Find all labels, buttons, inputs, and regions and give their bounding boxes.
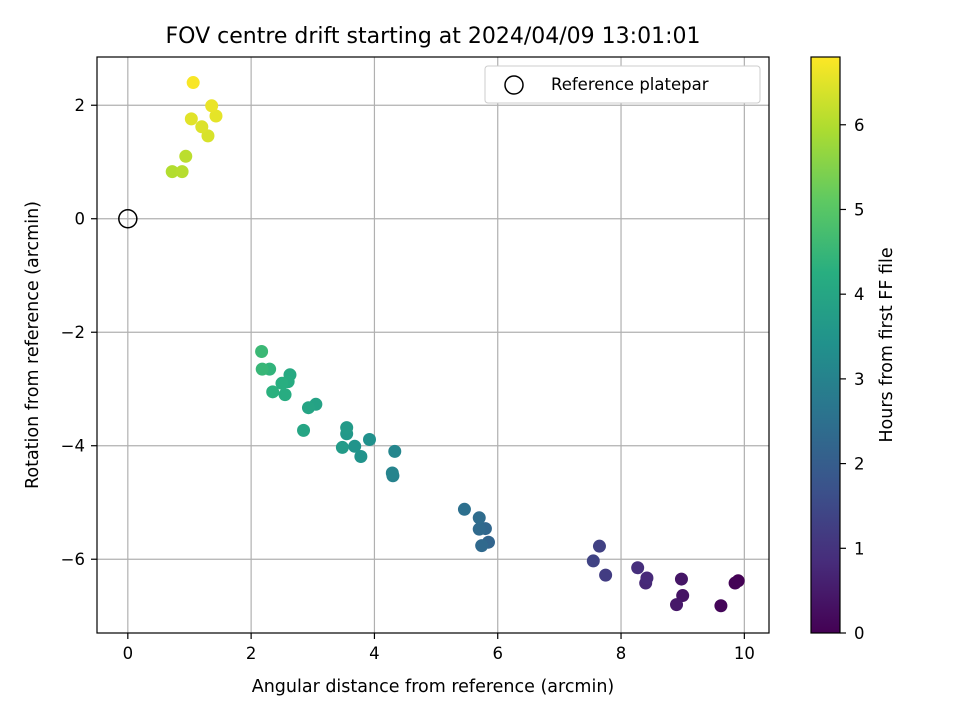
data-point [362, 432, 376, 446]
colorbar-tick-label: 6 [854, 116, 865, 135]
x-tick-label: 6 [492, 644, 503, 663]
colorbar-tick-label: 1 [854, 539, 865, 558]
data-point [175, 165, 189, 179]
y-tick-label: −4 [61, 437, 85, 456]
data-point [592, 539, 606, 553]
data-point [297, 423, 311, 437]
data-point [457, 502, 471, 516]
colorbar-tick-label: 3 [854, 370, 865, 389]
data-point [275, 376, 289, 390]
data-point [184, 112, 198, 126]
colorbar: 0 1 2 3 4 5 6 Hours from first FF file [810, 56, 897, 643]
plot-frame [96, 56, 770, 634]
data-point [179, 149, 193, 163]
data-point [354, 450, 368, 464]
x-tick-label: 4 [369, 644, 380, 663]
legend-marker [504, 75, 524, 95]
colorbar-gradient [811, 57, 840, 633]
data-point [201, 129, 215, 143]
data-point [640, 571, 654, 585]
data-point [599, 568, 613, 582]
x-tick-label: 10 [734, 644, 755, 663]
data-point [335, 440, 349, 454]
legend-box [484, 65, 761, 104]
data-point [348, 439, 362, 453]
data-point [205, 99, 219, 113]
colorbar-tick-label: 5 [854, 200, 865, 219]
data-point [255, 362, 269, 376]
data-point [472, 511, 486, 525]
y-tick-label: −2 [61, 323, 85, 342]
y-tick-label: −6 [61, 550, 85, 569]
data-point [472, 522, 486, 536]
data-point [670, 598, 684, 612]
y-tick-label: 0 [75, 210, 86, 229]
data-point [388, 444, 402, 458]
data-point [631, 561, 645, 575]
data-point [676, 589, 690, 603]
colorbar-tick-label: 0 [854, 624, 865, 643]
data-point [165, 165, 179, 179]
data-point [674, 572, 688, 586]
grid-lines [97, 57, 769, 633]
data-point [209, 109, 223, 123]
x-axis-ticks: 0 2 4 6 8 10 [123, 633, 755, 663]
x-tick-label: 0 [123, 644, 134, 663]
colorbar-tick-label: 4 [854, 285, 865, 304]
colorbar-ticks: 0 1 2 3 4 5 6 [840, 116, 865, 643]
data-point [195, 120, 209, 134]
data-point [301, 401, 315, 415]
x-tick-label: 2 [246, 644, 257, 663]
reference-marker [118, 208, 138, 229]
data-point [385, 466, 399, 480]
y-axis-label: Rotation from reference (arcmin) [23, 201, 43, 489]
data-point [586, 554, 600, 568]
chart-title: FOV centre drift starting at 2024/04/09 … [166, 24, 701, 49]
legend: Reference platepar [484, 65, 761, 104]
legend-entry: Reference platepar [551, 75, 709, 94]
scatter-points [165, 76, 745, 613]
data-point [255, 345, 269, 359]
data-point [278, 388, 292, 402]
data-point [714, 599, 728, 613]
colorbar-label: Hours from first FF file [877, 247, 897, 442]
x-axis-label: Angular distance from reference (arcmin) [252, 677, 615, 697]
data-point [340, 421, 354, 435]
data-point [186, 76, 200, 90]
colorbar-tick-label: 2 [854, 455, 865, 474]
data-point [728, 576, 742, 590]
data-point [266, 385, 280, 399]
data-point [475, 539, 489, 553]
colorbar-frame [810, 56, 841, 634]
y-axis-ticks: −6 −4 −2 0 2 [61, 96, 97, 569]
y-tick-label: 2 [75, 96, 86, 115]
x-tick-label: 8 [616, 644, 627, 663]
